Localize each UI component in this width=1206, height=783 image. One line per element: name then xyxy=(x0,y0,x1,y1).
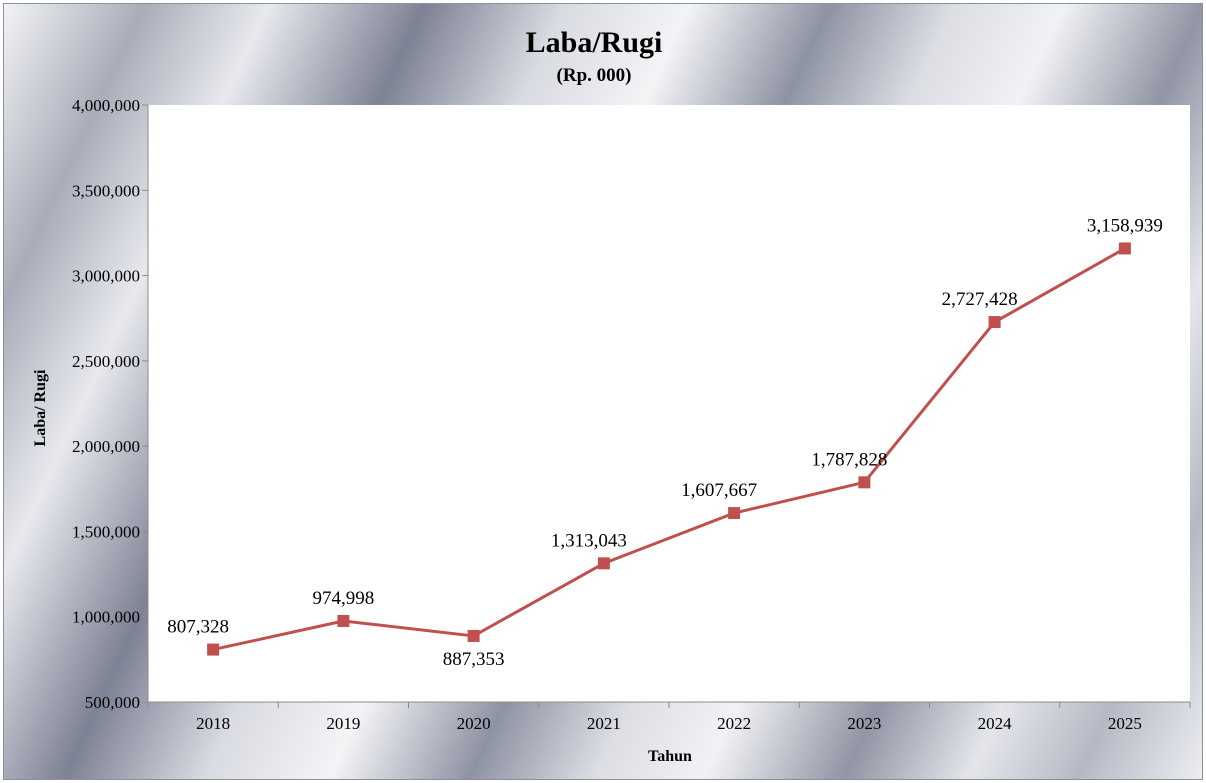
data-point-marker xyxy=(988,316,1001,329)
y-tick-label: 3,500,000 xyxy=(72,181,140,200)
x-tick-label: 2023 xyxy=(847,714,881,733)
data-point-marker xyxy=(1118,242,1131,255)
data-label: 1,313,043 xyxy=(551,530,627,551)
x-tick-label: 2018 xyxy=(196,714,230,733)
y-tick-label: 2,000,000 xyxy=(72,437,140,456)
data-label: 807,328 xyxy=(167,617,229,638)
data-point-marker xyxy=(728,507,741,520)
x-axis-title: Tahun xyxy=(648,748,692,765)
chart-title: Laba/Rugi xyxy=(526,26,663,59)
data-point-marker xyxy=(858,476,871,489)
series-laba-rugi xyxy=(207,242,1131,656)
x-tick-label: 2024 xyxy=(978,714,1013,733)
y-axis-title: Laba/ Rugi xyxy=(32,369,49,446)
x-tick-label: 2019 xyxy=(326,714,360,733)
data-label: 2,727,428 xyxy=(942,289,1018,310)
chart-frame: Laba/Rugi (Rp. 000) 500,000 1,000,000 1,50… xyxy=(3,3,1203,780)
y-tick-label: 4,000,000 xyxy=(72,96,140,115)
x-tick-label: 2021 xyxy=(587,714,621,733)
y-axis: 500,000 1,000,000 1,500,000 2,000,000 2,500,… xyxy=(72,96,149,712)
data-point-marker xyxy=(467,629,480,642)
y-tick-label: 1,000,000 xyxy=(72,608,140,627)
chart-subtitle: (Rp. 000) xyxy=(557,65,632,86)
data-labels: 807,328 974,998 887,353 1,313,043 1,607,667 1… xyxy=(167,215,1163,669)
plot-area xyxy=(148,105,1190,702)
y-tick-label: 500,000 xyxy=(85,693,140,712)
x-tick-label: 2025 xyxy=(1108,714,1142,733)
data-point-marker xyxy=(207,643,220,656)
data-label: 1,607,667 xyxy=(681,480,757,501)
data-label: 3,158,939 xyxy=(1087,215,1163,236)
y-tick-label: 3,000,000 xyxy=(72,267,140,286)
data-label: 974,998 xyxy=(313,588,375,609)
line-chart: Laba/Rugi (Rp. 000) 500,000 1,000,000 1,50… xyxy=(32,26,1191,765)
y-tick-label: 1,500,000 xyxy=(72,522,140,541)
y-tick-label: 2,500,000 xyxy=(72,352,140,371)
data-point-marker xyxy=(337,614,350,627)
x-tick-label: 2022 xyxy=(717,714,751,733)
data-label: 1,787,828 xyxy=(811,449,887,470)
x-tick-label: 2020 xyxy=(457,714,491,733)
x-axis: 2018 2019 2020 2021 2022 2023 2024 2025 xyxy=(147,701,1191,733)
data-label: 887,353 xyxy=(443,649,505,670)
series-line xyxy=(212,247,1126,652)
data-point-marker xyxy=(597,557,610,570)
